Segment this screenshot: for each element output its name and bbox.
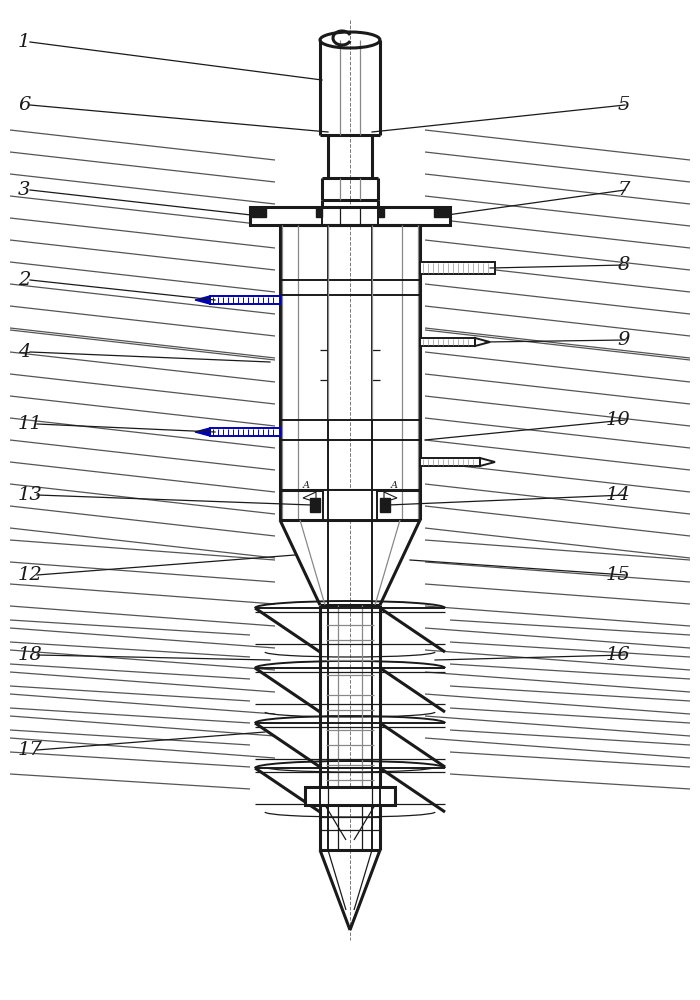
Text: 16: 16: [606, 646, 630, 664]
Polygon shape: [384, 492, 397, 502]
Text: 5: 5: [617, 96, 630, 114]
Text: 14: 14: [606, 486, 630, 504]
Text: 7: 7: [617, 181, 630, 199]
Text: 1: 1: [18, 33, 30, 51]
Bar: [380, 498, 390, 512]
Text: 8: 8: [617, 256, 630, 274]
Bar: [210, 428, 280, 436]
Text: 9: 9: [617, 331, 630, 349]
Bar: [305, 787, 395, 805]
Polygon shape: [475, 338, 490, 346]
Bar: [434, 207, 448, 217]
Bar: [210, 296, 280, 304]
Bar: [323, 490, 377, 520]
Text: 4: 4: [18, 343, 30, 361]
Polygon shape: [195, 428, 210, 436]
Text: A: A: [391, 481, 398, 490]
Text: 12: 12: [18, 566, 43, 584]
Polygon shape: [480, 458, 495, 466]
Text: 3: 3: [18, 181, 30, 199]
Text: A: A: [302, 481, 309, 490]
Polygon shape: [195, 296, 210, 304]
Bar: [420, 458, 480, 466]
Text: 18: 18: [18, 646, 43, 664]
Text: 2: 2: [18, 271, 30, 289]
Bar: [252, 207, 266, 217]
Bar: [310, 498, 320, 512]
Bar: [420, 262, 495, 274]
Text: 17: 17: [18, 741, 43, 759]
Bar: [250, 207, 450, 225]
Polygon shape: [303, 492, 316, 502]
Bar: [420, 338, 475, 346]
Bar: [328, 490, 372, 520]
Text: 10: 10: [606, 411, 630, 429]
Text: 6: 6: [18, 96, 30, 114]
Text: 15: 15: [606, 566, 630, 584]
Text: 13: 13: [18, 486, 43, 504]
Text: 11: 11: [18, 415, 43, 433]
Bar: [316, 207, 322, 217]
Bar: [378, 207, 384, 217]
